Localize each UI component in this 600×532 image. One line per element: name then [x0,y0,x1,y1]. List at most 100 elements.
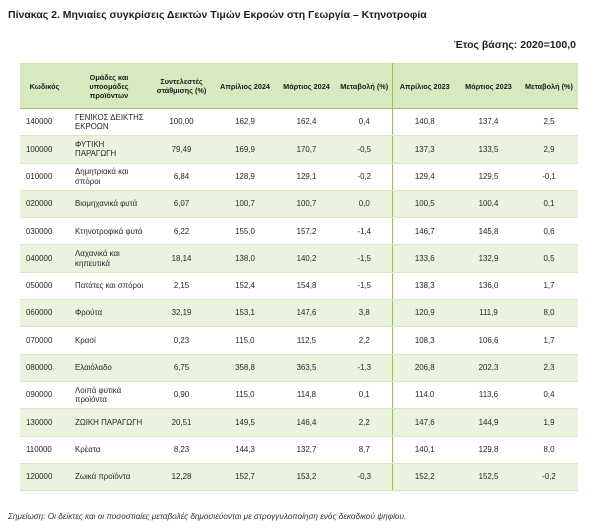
code-cell: 110000 [20,436,69,464]
apr-2023-cell: 120,9 [392,299,457,328]
weight-cell: 79,49 [149,135,214,164]
header-row: Κωδικός Ομάδες και υποομάδες προϊόντων Σ… [20,63,578,109]
apr-2023-cell: 133,6 [392,244,457,273]
weight-cell: 0,23 [149,326,214,355]
apr-2024-cell: 358,8 [214,354,276,382]
price-index-table: Κωδικός Ομάδες και υποομάδες προϊόντων Σ… [20,63,578,492]
apr-2024-cell: 162,9 [214,108,276,137]
apr-2024-cell: 153,1 [214,299,276,328]
mar-2024-cell: 114,8 [276,381,337,410]
apr-2023-cell: 137,3 [392,135,457,164]
change-2023-cell: 1,9 [520,408,578,437]
mar-2024-cell: 162,4 [276,108,337,137]
weight-cell: 0,90 [149,381,214,410]
change-2023-cell: -0,1 [520,163,578,191]
code-cell: 040000 [20,244,69,273]
change-2023-cell: 0,1 [520,190,578,219]
apr-2023-cell: 146,7 [392,217,457,246]
mar-2023-cell: 145,8 [457,217,520,246]
change-2024-cell: 8,7 [337,436,393,464]
group-name-cell: Κτηνοτροφικά φυτά [69,217,149,246]
table-title: Πίνακας 2. Μηνιαίες συγκρίσεις Δεικτών Τ… [8,9,427,21]
header-apr-2023: Απρίλιος 2023 [392,63,457,109]
change-2024-cell: 0,1 [337,381,393,410]
change-2024-cell: -1,5 [337,272,393,301]
change-2023-cell: 2,3 [520,354,578,382]
table-row: 080000 Ελαιόλαδο 6,75 358,8 363,5 -1,3 206,8 20… [20,354,578,382]
code-cell: 130000 [20,408,69,437]
apr-2024-cell: 128,9 [214,163,276,191]
mar-2023-cell: 113,6 [457,381,520,410]
table-row: 040000 Λαχανικά και κηπευτικά 18,14 138,0 14… [20,244,578,273]
change-2023-cell: 1,7 [520,326,578,355]
table-row: 120000 Ζωικά προϊόντα 12,28 152,7 153,2 -0,3 1… [20,463,578,492]
change-2024-cell: 0,0 [337,190,393,219]
apr-2024-cell: 115,0 [214,326,276,355]
base-year-label: Έτος βάσης: 2020=100,0 [453,39,576,51]
mar-2023-cell: 144,9 [457,408,520,437]
apr-2023-cell: 140,1 [392,436,457,464]
apr-2024-cell: 149,5 [214,408,276,437]
table-row: 090000 Λοιπά φυτικά προϊόντα 0,90 115,0 114,… [20,381,578,410]
code-cell: 140000 [20,108,69,137]
change-2024-cell: -1,4 [337,217,393,246]
group-name-cell: ΖΩΙΚΗ ΠΑΡΑΓΩΓΗ [69,408,149,437]
apr-2024-cell: 100,7 [214,190,276,219]
apr-2024-cell: 152,7 [214,463,276,492]
change-2023-cell: 0,5 [520,244,578,273]
group-name-cell: Ζωικά προϊόντα [69,463,149,492]
group-name-cell: Ελαιόλαδο [69,354,149,382]
header-mar-2023: Μάρτιος 2023 [457,63,520,109]
change-2023-cell: 1,7 [520,272,578,301]
apr-2023-cell: 206,8 [392,354,457,382]
change-2024-cell: -0,5 [337,135,393,164]
header-change-2023: Μεταβολή (%) [520,63,578,109]
apr-2024-cell: 144,3 [214,436,276,464]
apr-2023-cell: 108,3 [392,326,457,355]
change-2023-cell: 8,0 [520,436,578,464]
change-2024-cell: 0,4 [337,108,393,137]
group-name-cell: ΦΥΤΙΚΗ ΠΑΡΑΓΩΓΗ [69,135,149,164]
header-code: Κωδικός [20,63,69,109]
weight-cell: 32,19 [149,299,214,328]
mar-2024-cell: 129,1 [276,163,337,191]
change-2023-cell: 0,4 [520,381,578,410]
header-mar-2024: Μάρτιος 2024 [276,63,337,109]
header-groups: Ομάδες και υποομάδες προϊόντων [69,63,149,109]
apr-2024-cell: 169,9 [214,135,276,164]
apr-2023-cell: 147,6 [392,408,457,437]
mar-2024-cell: 140,2 [276,244,337,273]
group-name-cell: Βιομηχανικά φυτά [69,190,149,219]
table-row: 070000 Κρασί 0,23 115,0 112,5 2,2 108,3 106,6 1,… [20,326,578,355]
change-2023-cell: 2,9 [520,135,578,164]
weight-cell: 6,22 [149,217,214,246]
table-row: 140000 ΓΕΝΙΚΟΣ ΔΕΙΚΤΗΣ ΕΚΡΟΩΝ 100,00 162,9 1… [20,108,578,137]
change-2024-cell: -1,5 [337,244,393,273]
apr-2024-cell: 155,0 [214,217,276,246]
code-cell: 050000 [20,272,69,301]
table-row: 060000 Φρούτα 32,19 153,1 147,6 3,8 120,9 111,9… [20,299,578,328]
table-row: 030000 Κτηνοτροφικά φυτά 6,22 155,0 157,2 -1,… [20,217,578,246]
change-2023-cell: 2,5 [520,108,578,137]
table-row: 020000 Βιομηχανικά φυτά 6,07 100,7 100,7 0,0 1… [20,190,578,219]
code-cell: 070000 [20,326,69,355]
mar-2024-cell: 363,5 [276,354,337,382]
change-2023-cell: 8,0 [520,299,578,328]
mar-2023-cell: 132,9 [457,244,520,273]
mar-2024-cell: 132,7 [276,436,337,464]
change-2024-cell: -0,3 [337,463,393,492]
weight-cell: 12,28 [149,463,214,492]
code-cell: 080000 [20,354,69,382]
weight-cell: 2,15 [149,272,214,301]
apr-2023-cell: 140,8 [392,108,457,137]
group-name-cell: Κρασί [69,326,149,355]
mar-2023-cell: 137,4 [457,108,520,137]
weight-cell: 8,23 [149,436,214,464]
weight-cell: 100,00 [149,108,214,137]
code-cell: 120000 [20,463,69,492]
table-row: 050000 Πατάτες και σπόροι 2,15 152,4 154,8 -1… [20,272,578,301]
weight-cell: 6,75 [149,354,214,382]
mar-2023-cell: 111,9 [457,299,520,328]
change-2024-cell: 2,2 [337,326,393,355]
mar-2024-cell: 112,5 [276,326,337,355]
